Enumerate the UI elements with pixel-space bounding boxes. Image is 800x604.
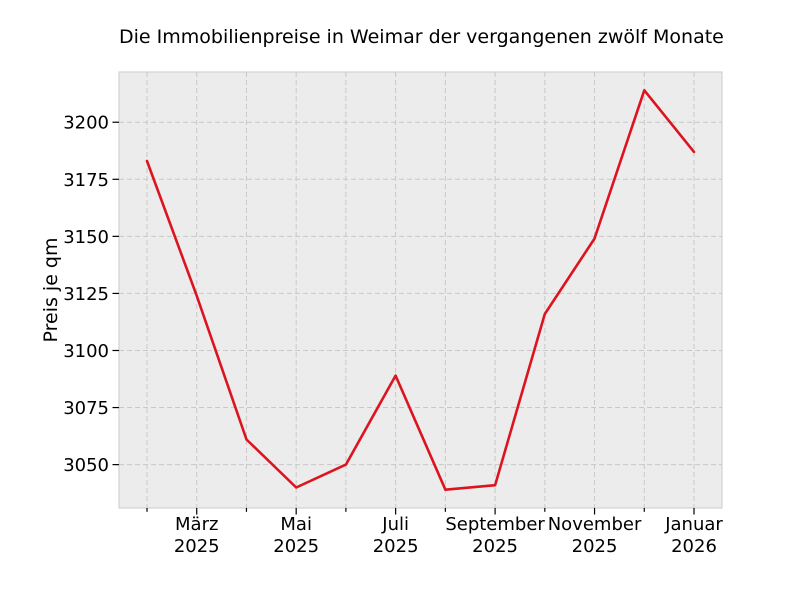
y-tick-label: 3200 xyxy=(63,113,109,134)
y-tick-label: 3150 xyxy=(63,227,109,248)
x-tick-label-year: 2025 xyxy=(273,536,319,557)
x-tick-label-year: 2025 xyxy=(472,536,518,557)
y-tick-label: 3050 xyxy=(63,455,109,476)
plot-background xyxy=(118,71,723,509)
y-axis-label: Preis je qm xyxy=(40,237,62,342)
plot-render-layer: 3050307531003125315031753200März2025Mai2… xyxy=(63,71,723,557)
x-tick-label-month: März xyxy=(175,514,218,535)
y-tick-label: 3100 xyxy=(63,341,109,362)
y-tick-label: 3075 xyxy=(63,398,109,419)
x-tick-label-year: 2025 xyxy=(174,536,220,557)
x-tick-label-month: Mai xyxy=(280,514,312,535)
x-tick-label-year: 2025 xyxy=(572,536,618,557)
x-tick-label-month: November xyxy=(548,514,642,535)
x-tick-label-month: September xyxy=(445,514,545,535)
price-line xyxy=(145,89,696,492)
y-tick-label: 3175 xyxy=(63,170,109,191)
x-tick-label-year: 2026 xyxy=(671,536,717,557)
x-tick-label-month: Januar xyxy=(664,514,723,535)
chart-title: Die Immobilienpreise in Weimar der verga… xyxy=(119,26,724,48)
x-tick-label-month: Juli xyxy=(381,514,409,535)
x-tick-label-year: 2025 xyxy=(373,536,419,557)
y-tick-label: 3125 xyxy=(63,284,109,305)
